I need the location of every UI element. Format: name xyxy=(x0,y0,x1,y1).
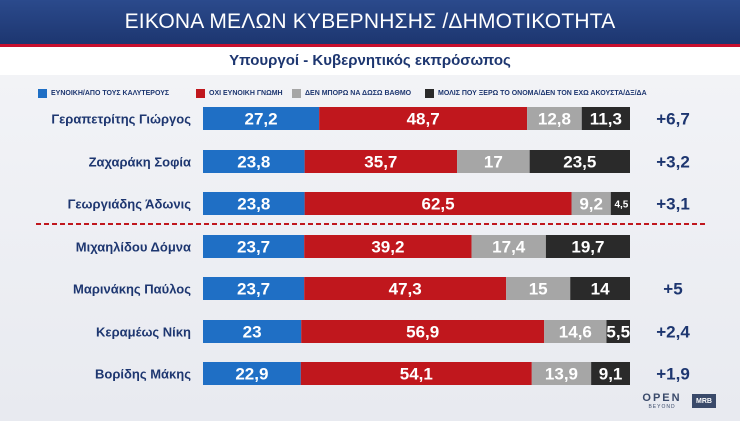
data-label: 56,9 xyxy=(406,323,439,342)
bar-segment xyxy=(529,150,630,173)
data-label: 47,3 xyxy=(389,280,422,299)
data-label: 35,7 xyxy=(364,153,397,172)
category-label: Μαρινάκης Παύλος xyxy=(73,282,191,297)
bar-segment xyxy=(545,235,630,258)
change-value: +1,9 xyxy=(656,365,690,384)
data-label: 17 xyxy=(484,153,503,172)
bar-segment xyxy=(203,235,305,258)
bar-segment xyxy=(203,362,301,385)
bar-segment xyxy=(471,235,546,258)
bar-segment xyxy=(304,192,572,215)
bar-segment xyxy=(527,107,582,130)
mrb-logo: MRB xyxy=(692,394,716,408)
legend-swatch-unfavorable xyxy=(196,88,205,98)
data-label: 23,7 xyxy=(237,238,270,257)
data-label: 39,2 xyxy=(371,238,404,257)
data-label: 4,5 xyxy=(614,200,628,211)
header-bar: ΕΙΚΟΝΑ ΜΕΛΩΝ ΚΥΒΕΡΝΗΣΗΣ /ΔΗΜΟΤΙΚΟΤΗΤΑ xyxy=(0,0,740,47)
category-label: Ζαχαράκη Σοφία xyxy=(89,155,191,170)
legend-item-unfavorable: ΟΧΙ ΕΥΝΟΙΚΗ ΓΝΩΜΗ xyxy=(196,86,283,100)
page-title: ΕΙΚΟΝΑ ΜΕΛΩΝ ΚΥΒΕΡΝΗΣΗΣ /ΔΗΜΟΤΙΚΟΤΗΤΑ xyxy=(124,10,616,33)
bar-segment xyxy=(203,150,305,173)
bar-segment xyxy=(203,320,302,343)
change-value: +5 xyxy=(663,280,682,299)
data-label: 23,8 xyxy=(237,153,270,172)
logo-main-text: OPEN xyxy=(642,392,682,404)
chart-subtitle: Υπουργοί - Κυβερνητικός εκπρόσωπος xyxy=(229,52,511,69)
category-label: Γεωργιάδης Άδωνις xyxy=(68,197,192,212)
bar-segment xyxy=(457,150,530,173)
bar-segment xyxy=(606,320,630,343)
legend-item-unknown: ΜΟΛΙΣ ΠΟΥ ΞΕΡΩ ΤΟ ΟΝΟΜΑ/ΔΕΝ ΤΟΝ ΕΧΩ ΑΚΟΥ… xyxy=(425,86,647,100)
bar-segment xyxy=(203,277,305,300)
bar-segment xyxy=(544,320,607,343)
data-label: 9,1 xyxy=(599,365,623,384)
bar-segment xyxy=(610,192,630,215)
category-label: Μιχαηλίδου Δόμνα xyxy=(76,240,191,255)
legend-label-no-rating: ΔΕΝ ΜΠΟΡΩ ΝΑ ΔΩΣΩ ΒΑΘΜΟ xyxy=(305,89,412,97)
data-label: 23 xyxy=(243,323,262,342)
legend-label-unknown: ΜΟΛΙΣ ΠΟΥ ΞΕΡΩ ΤΟ ΟΝΟΜΑ/ΔΕΝ ΤΟΝ ΕΧΩ ΑΚΟΥ… xyxy=(438,89,647,97)
bar-segment xyxy=(506,277,571,300)
data-label: 12,8 xyxy=(538,110,571,129)
data-label: 15 xyxy=(529,280,548,299)
data-label: 5,5 xyxy=(606,323,630,342)
legend-swatch-no-rating xyxy=(292,88,301,98)
logo-sub-text: BEYOND xyxy=(648,404,676,410)
category-label: Γεραπετρίτης Γιώργος xyxy=(51,112,191,127)
legend-item-favorable: ΕΥΝΟΙΚΗ/ΑΠΟ ΤΟΥΣ ΚΑΛΥΤΕΡΟΥΣ xyxy=(38,86,169,100)
category-label: Κεραμέως Νίκη xyxy=(96,325,191,340)
bar-segment xyxy=(591,362,630,385)
data-label: 27,2 xyxy=(245,110,278,129)
data-label: 14,6 xyxy=(559,323,592,342)
legend-item-no-rating: ΔΕΝ ΜΠΟΡΩ ΝΑ ΔΩΣΩ ΒΑΘΜΟ xyxy=(292,86,411,100)
data-label: 13,9 xyxy=(545,365,578,384)
bar-segment xyxy=(304,235,472,258)
bar-segment xyxy=(301,320,545,343)
legend-label-favorable: ΕΥΝΟΙΚΗ/ΑΠΟ ΤΟΥΣ ΚΑΛΥΤΕΡΟΥΣ xyxy=(51,89,170,97)
data-label: 19,7 xyxy=(571,238,604,257)
data-label: 23,5 xyxy=(563,153,596,172)
bar-segment xyxy=(304,277,507,300)
bar-segment xyxy=(203,192,305,215)
bar-segment xyxy=(581,107,630,130)
bar-segment xyxy=(300,362,532,385)
legend-label-unfavorable: ΟΧΙ ΕΥΝΟΙΚΗ ΓΝΩΜΗ xyxy=(209,89,283,97)
data-label: 62,5 xyxy=(422,195,455,214)
data-label: 54,1 xyxy=(400,365,433,384)
bar-segment xyxy=(531,362,592,385)
bar-segment xyxy=(203,107,320,130)
change-value: +2,4 xyxy=(656,323,690,342)
change-value: +3,2 xyxy=(656,153,690,172)
data-label: 11,3 xyxy=(590,110,622,129)
change-value: +6,7 xyxy=(656,110,690,129)
bar-segment xyxy=(304,150,458,173)
data-label: 17,4 xyxy=(492,238,526,257)
data-label: 14 xyxy=(591,280,610,299)
subheader-bar: Υπουργοί - Κυβερνητικός εκπρόσωπος xyxy=(0,47,740,75)
bar-segment xyxy=(319,107,528,130)
category-label: Βορίδης Μάκης xyxy=(95,367,191,382)
bar-segment xyxy=(571,192,611,215)
legend-swatch-favorable xyxy=(38,88,47,98)
bar-segment xyxy=(570,277,630,300)
data-label: 22,9 xyxy=(235,365,268,384)
data-label: 23,8 xyxy=(237,195,270,214)
data-label: 48,7 xyxy=(407,110,440,129)
open-beyond-logo: OPEN BEYOND xyxy=(640,392,684,414)
data-label: 23,7 xyxy=(237,280,270,299)
data-label: 9,2 xyxy=(579,195,603,214)
legend-swatch-unknown xyxy=(425,88,434,98)
chart-legend: ΕΥΝΟΙΚΗ/ΑΠΟ ΤΟΥΣ ΚΑΛΥΤΕΡΟΥΣ ΟΧΙ ΕΥΝΟΙΚΗ … xyxy=(0,86,740,100)
change-value: +3,1 xyxy=(656,195,690,214)
